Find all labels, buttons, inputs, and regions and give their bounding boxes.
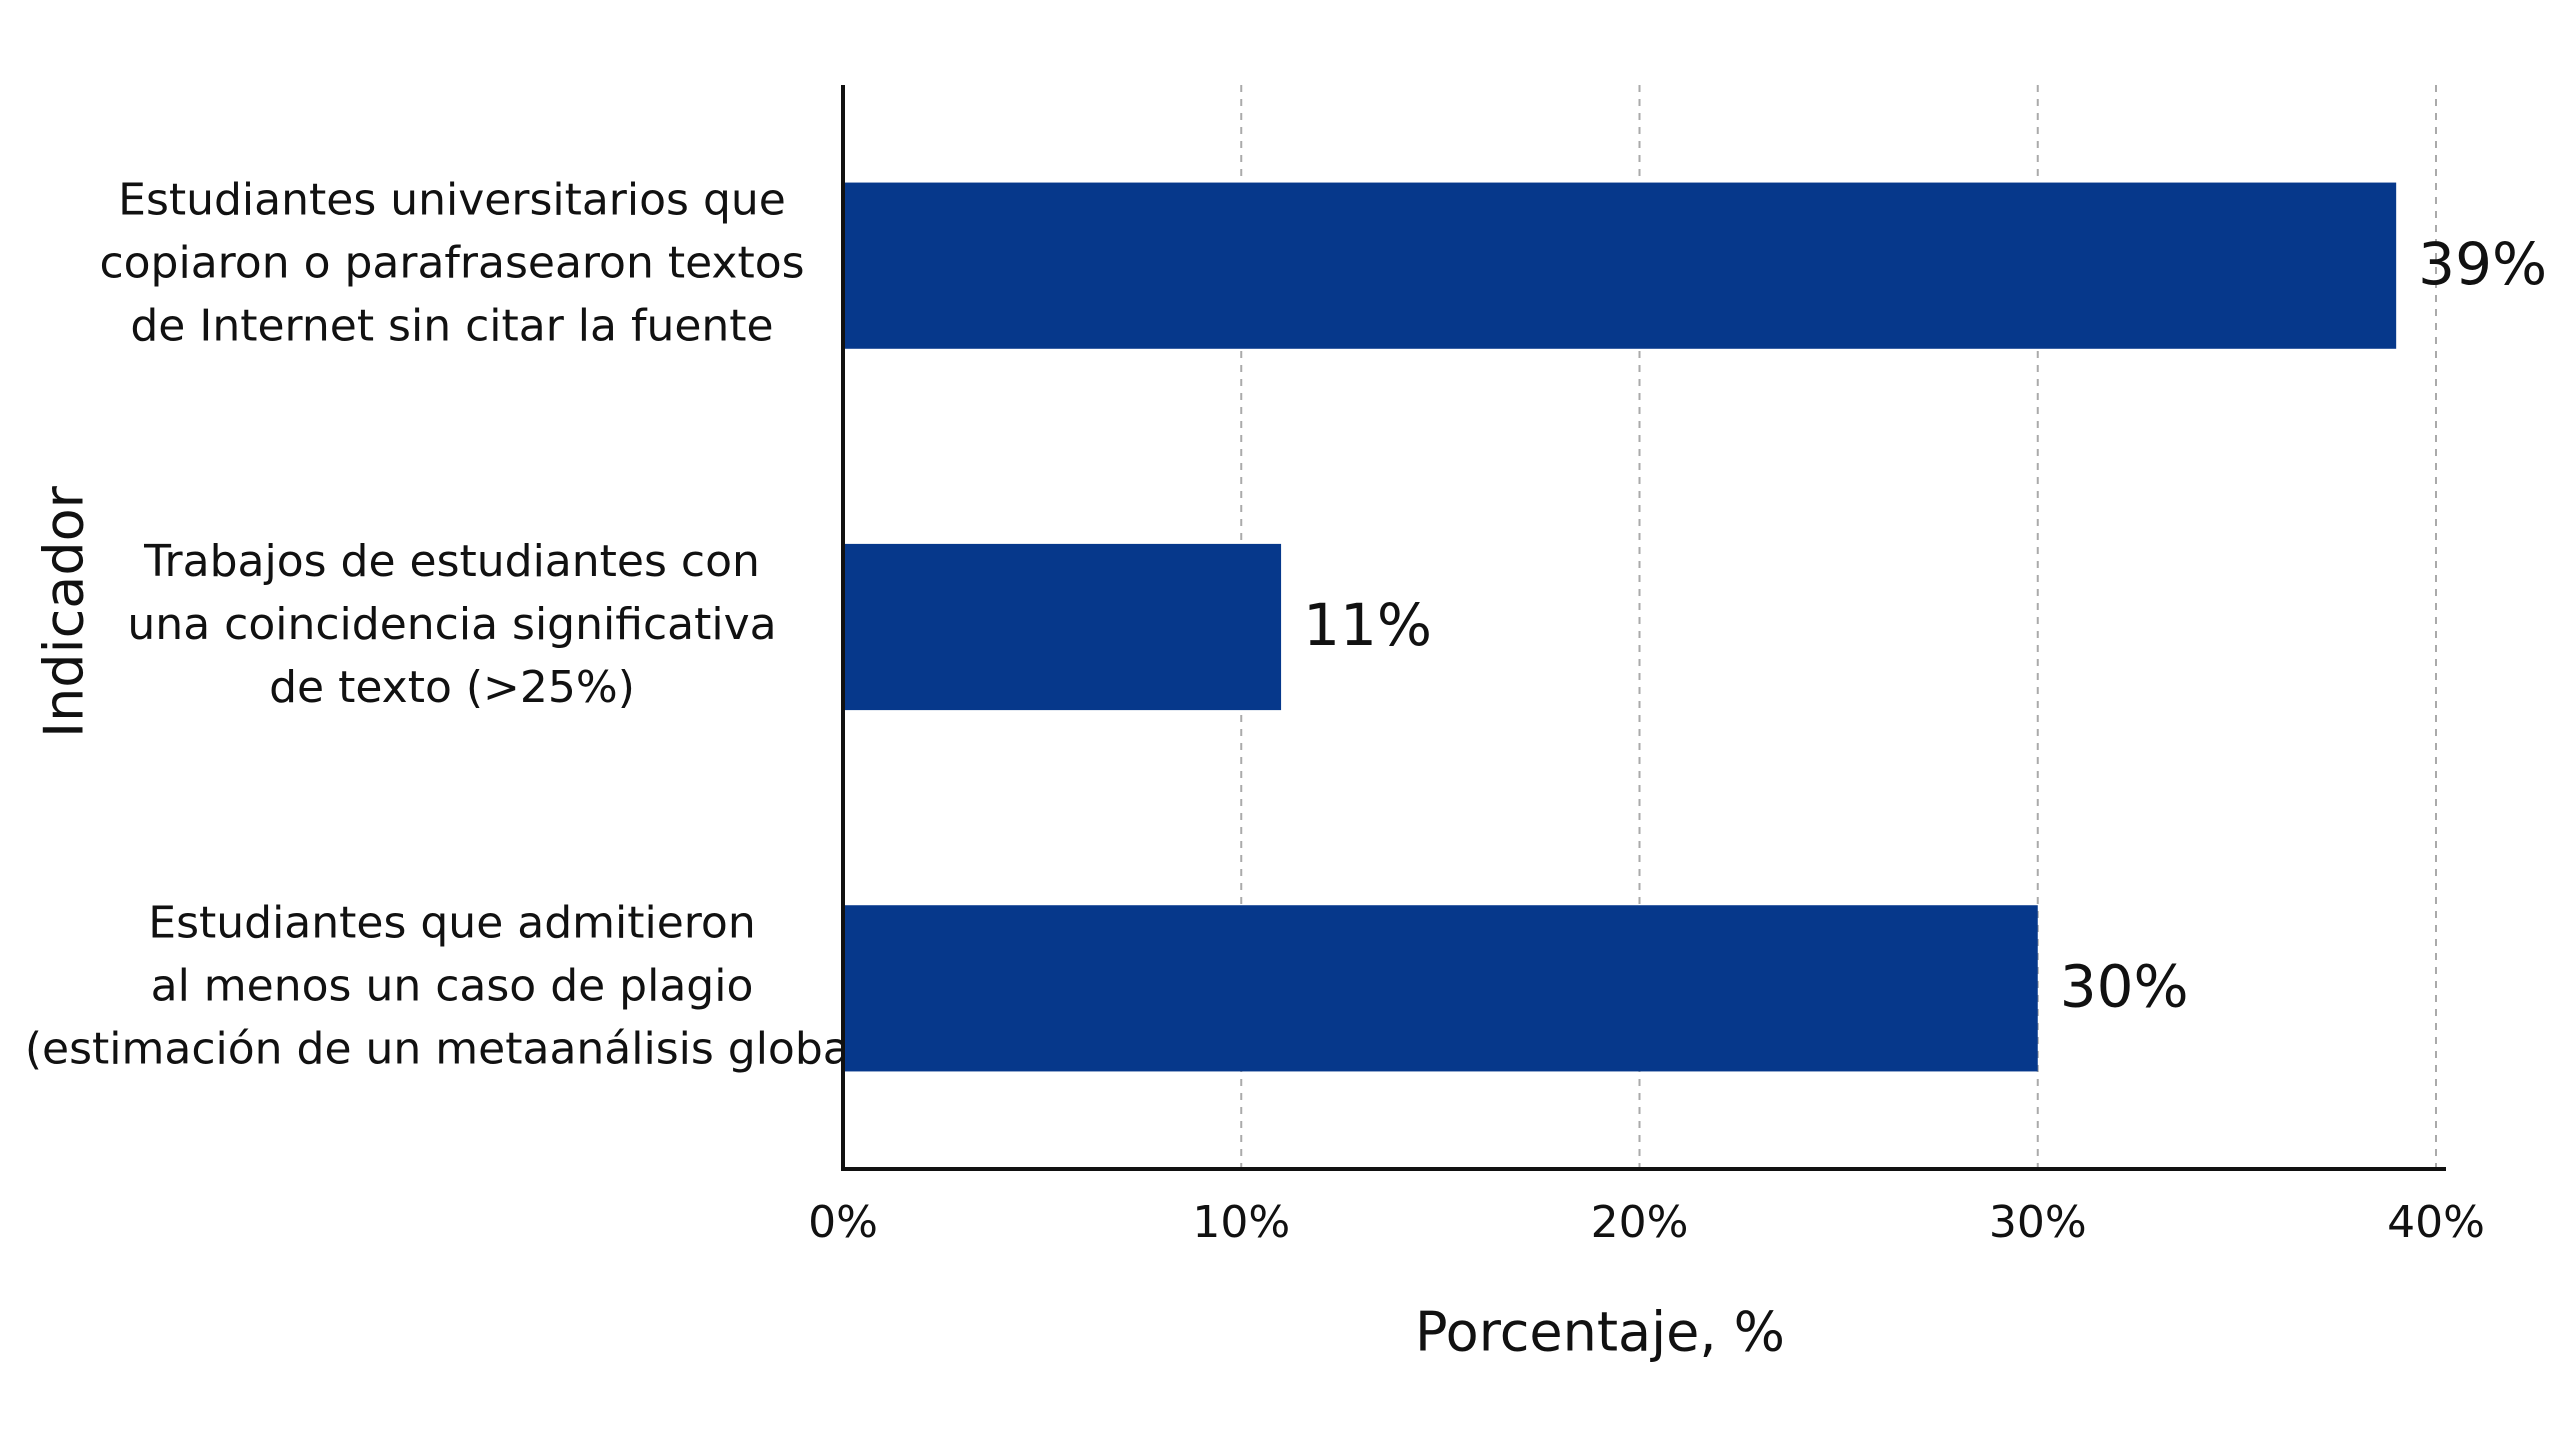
x-tick-label: 0%	[808, 1197, 878, 1248]
value-label: 11%	[1303, 591, 1432, 659]
bar	[843, 543, 1282, 711]
y-tick-label: de Internet sin citar la fuente	[130, 301, 773, 352]
x-tick-label: 30%	[1989, 1197, 2087, 1248]
value-label: 30%	[2060, 952, 2189, 1020]
bar	[843, 182, 2397, 349]
y-tick-label: una coincidencia significativa	[127, 599, 776, 650]
y-tick-label: copiaron o parafrasearon textos	[99, 238, 804, 289]
value-label: 39%	[2418, 230, 2547, 298]
y-tick-label: (estimación de un metaanálisis global)	[25, 1023, 879, 1074]
x-tick-label: 20%	[1591, 1197, 1689, 1248]
y-tick-label: Estudiantes que admitieron	[148, 897, 755, 948]
x-tick-label: 10%	[1192, 1197, 1290, 1248]
bar	[843, 905, 2038, 1072]
y-tick-label: Estudiantes universitarios que	[118, 175, 786, 226]
y-tick-label: al menos un caso de plagio	[151, 960, 754, 1011]
x-axis-title: Porcentaje, %	[1415, 1301, 1785, 1364]
y-axis-title: Indicador	[33, 485, 96, 738]
y-tick-label: de texto (>25%)	[269, 662, 635, 713]
y-tick-label: Trabajos de estudiantes con	[143, 536, 760, 587]
x-tick-label: 40%	[2387, 1197, 2485, 1248]
